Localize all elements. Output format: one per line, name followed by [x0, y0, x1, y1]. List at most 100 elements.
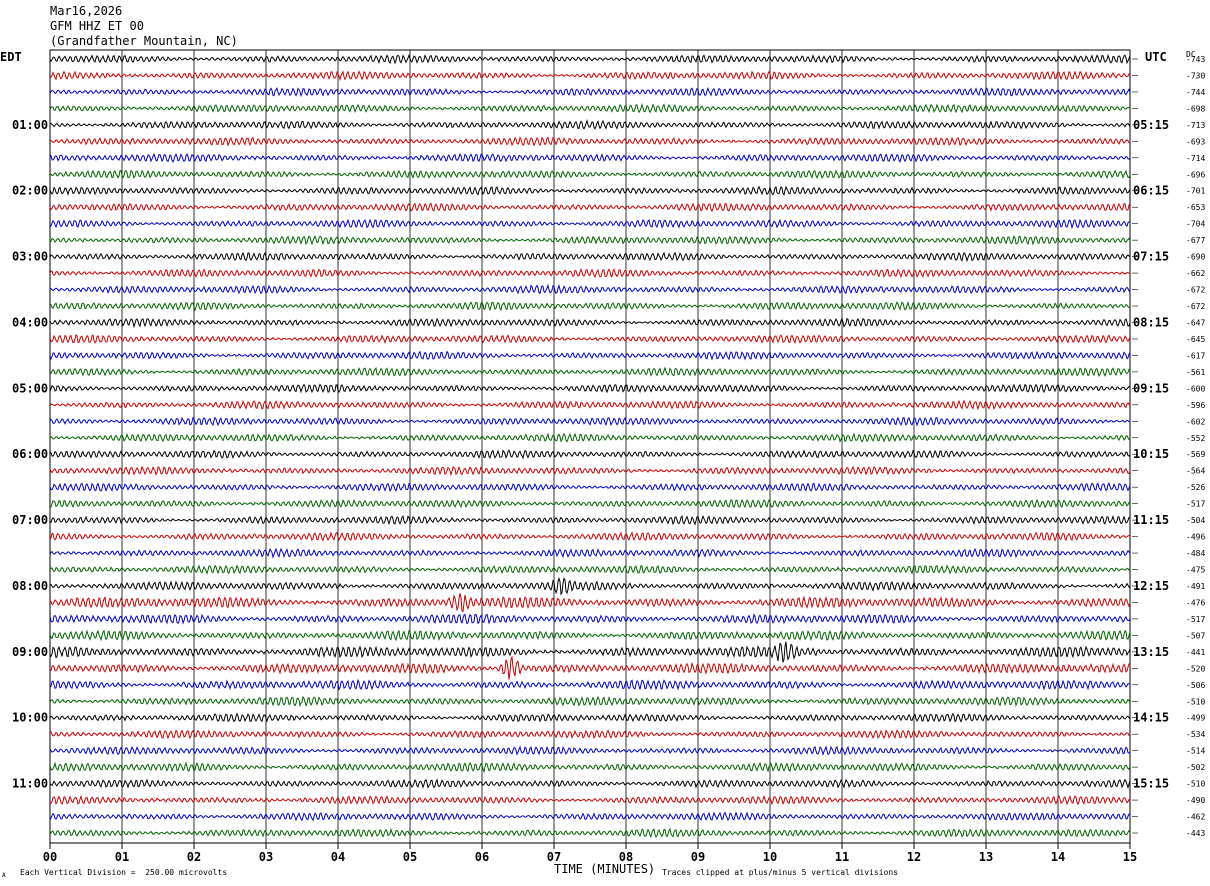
right-hour-label: 05:15 [1133, 118, 1169, 132]
dc-offset-label: -476 [1186, 598, 1205, 607]
x-tick-label: 04 [331, 850, 345, 864]
right-hour-label: 11:15 [1133, 513, 1169, 527]
dc-offset-label: -504 [1186, 516, 1205, 525]
x-tick-label: 14 [1051, 850, 1065, 864]
trace-row-45 [49, 794, 1131, 806]
trace-row-39 [49, 695, 1131, 708]
dc-offset-label: -600 [1186, 384, 1205, 393]
dc-offset-label: -520 [1186, 664, 1205, 673]
dc-offset-label: -526 [1186, 483, 1205, 492]
trace-row-13 [49, 267, 1131, 279]
x-tick-label: 15 [1123, 850, 1137, 864]
dc-offset-label: -506 [1186, 681, 1205, 690]
trace-row-37 [49, 655, 1131, 680]
trace-row-1 [49, 70, 1131, 82]
trace-row-34 [49, 613, 1131, 625]
left-hour-label: 03:00 [12, 250, 48, 264]
dc-offset-label: -698 [1186, 104, 1205, 113]
trace-row-27 [49, 498, 1131, 509]
trace-row-0 [49, 53, 1131, 65]
clip-note: Traces clipped at plus/minus 5 vertical … [662, 868, 899, 877]
dc-offset-label: -514 [1186, 747, 1205, 756]
dc-offset-label: -653 [1186, 203, 1205, 212]
dc-offset-label: -491 [1186, 582, 1205, 591]
trace-row-4 [49, 118, 1131, 130]
right-hour-label: 09:15 [1133, 381, 1169, 395]
left-hour-label: 06:00 [12, 447, 48, 461]
right-hour-label: 10:15 [1133, 447, 1169, 461]
trace-row-12 [49, 251, 1131, 263]
trace-row-3 [49, 102, 1131, 114]
scale-note: Each Vertical Division = 250.00 microvol… [20, 868, 228, 877]
dc-offset-label: -662 [1186, 269, 1205, 278]
dc-offset-label: -693 [1186, 137, 1205, 146]
x-tick-label: 02 [187, 850, 201, 864]
trace-row-10 [49, 218, 1131, 230]
right-hour-label: 06:15 [1133, 184, 1169, 198]
x-tick-label: 05 [403, 850, 417, 864]
dc-offset-label: -602 [1186, 417, 1205, 426]
x-tick-label: 11 [835, 850, 849, 864]
left-hour-label: 10:00 [12, 711, 48, 725]
trace-row-46 [49, 811, 1131, 822]
dc-offset-label: -701 [1186, 187, 1205, 196]
dc-offset-label: -517 [1186, 500, 1205, 509]
dc-offset-label: -510 [1186, 780, 1205, 789]
trace-row-15 [49, 301, 1131, 312]
time-axis: 00 01 02 03 04 05 06 07 08 09 10 11 12 13 14 15 [43, 843, 1137, 864]
trace-row-35 [49, 629, 1131, 642]
x-tick-label: 09 [691, 850, 705, 864]
right-hour-label: 15:15 [1133, 777, 1169, 791]
left-hour-label: 02:00 [12, 184, 48, 198]
left-hour-label: 11:00 [12, 777, 48, 791]
dc-offset-label: -713 [1186, 121, 1205, 130]
trace-row-20 [49, 383, 1131, 394]
trace-row-23 [49, 432, 1131, 443]
trace-row-25 [49, 465, 1131, 477]
trace-row-24 [49, 449, 1131, 460]
trace-row-32 [50, 576, 1131, 596]
trace-row-9 [49, 202, 1131, 213]
dc-offset-label: -569 [1186, 450, 1205, 459]
left-hour-label: 01:00 [12, 118, 48, 132]
dc-offset-label: -510 [1186, 697, 1205, 706]
dc-offset-label: -744 [1186, 88, 1205, 97]
right-hour-label: 13:15 [1133, 645, 1169, 659]
trace-row-8 [49, 185, 1131, 197]
dc-offset-label: -730 [1186, 71, 1205, 80]
dc-offset-label: -517 [1186, 615, 1205, 624]
right-hour-label: 12:15 [1133, 579, 1169, 593]
trace-row-47 [49, 827, 1131, 838]
trace-row-11 [49, 234, 1131, 246]
trace-row-30 [49, 547, 1131, 559]
plot-grid [49, 49, 1131, 844]
trace-row-33 [49, 593, 1131, 613]
dc-offset-label: -502 [1186, 763, 1205, 772]
dc-offset-label: -564 [1186, 467, 1205, 476]
dc-offset-label: -596 [1186, 401, 1205, 410]
trace-row-14 [49, 283, 1131, 295]
trace-row-22 [49, 416, 1131, 427]
dc-offset-label: -496 [1186, 533, 1205, 542]
dc-offset-label: -507 [1186, 631, 1205, 640]
right-hour-label: 07:15 [1133, 250, 1169, 264]
dc-offset-label: -647 [1186, 318, 1205, 327]
corner-mark: A [2, 872, 6, 879]
dc-offset-label: -552 [1186, 434, 1205, 443]
x-tick-label: 03 [259, 850, 273, 864]
trace-row-41 [49, 729, 1131, 740]
trace-row-5 [49, 136, 1131, 147]
trace-row-43 [49, 761, 1131, 774]
dc-offset-label: -704 [1186, 220, 1205, 229]
trace-row-29 [49, 531, 1131, 542]
x-tick-label: 00 [43, 850, 57, 864]
dc-offset-label: -696 [1186, 170, 1205, 179]
trace-row-44 [49, 778, 1131, 790]
dc-offset-label: -677 [1186, 236, 1205, 245]
dc-offset-header: DC [1186, 50, 1196, 59]
dc-offset-label: -561 [1186, 368, 1205, 377]
dc-offset-label: -690 [1186, 253, 1205, 262]
dc-offset-label: -645 [1186, 335, 1205, 344]
dc-offset-label: -443 [1186, 829, 1205, 838]
